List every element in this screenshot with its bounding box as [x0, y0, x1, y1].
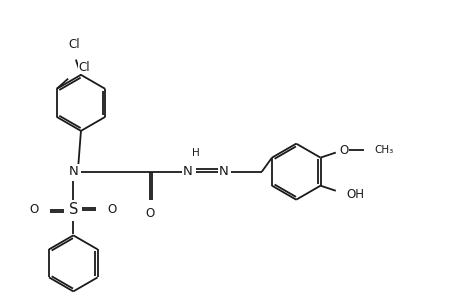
Text: O: O	[339, 143, 348, 157]
Text: N: N	[218, 165, 228, 178]
Text: Cl: Cl	[78, 61, 90, 74]
Text: O: O	[107, 203, 117, 216]
Text: N: N	[68, 165, 78, 178]
Text: O: O	[29, 203, 39, 216]
Text: CH₃: CH₃	[373, 145, 392, 155]
Text: O: O	[145, 207, 154, 220]
Text: S: S	[68, 202, 78, 217]
Text: N: N	[183, 165, 192, 178]
Text: Cl: Cl	[68, 38, 80, 51]
Text: H: H	[191, 148, 199, 158]
Text: OH: OH	[345, 188, 363, 201]
